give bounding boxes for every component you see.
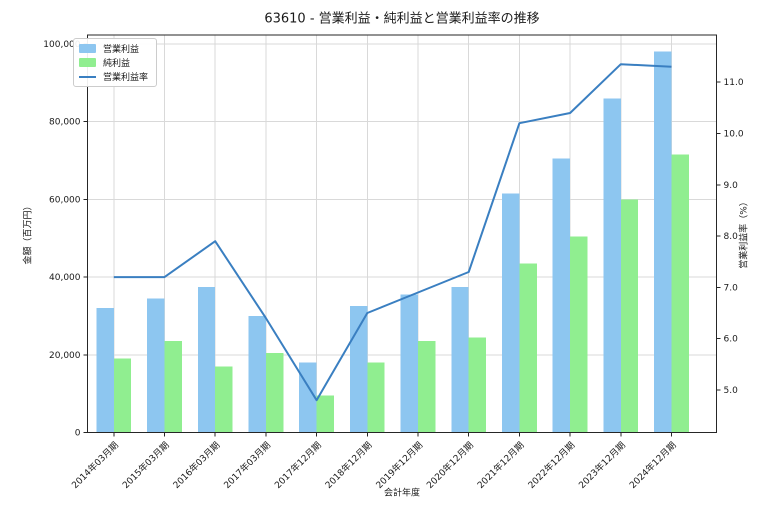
bar-net-profit [113,358,132,433]
bar-net-profit [215,366,233,433]
bar-operating-profit [349,306,368,433]
legend-label: 純利益 [103,59,131,69]
bar-net-profit [164,341,182,433]
y-left-tick-label: 100,000 [43,40,80,50]
x-tick-label: 2017年12月期 [272,439,324,491]
y-right-tick-label: 5.0 [724,386,739,396]
chart-title: 63610 - 営業利益・純利益と営業利益率の推移 [264,11,540,27]
bar-net-profit [570,236,588,433]
bar-operating-profit [248,315,266,433]
x-tick-label: 2016年03月期 [170,439,222,491]
operating-margin-line-swatch-icon [79,75,96,78]
legend-item-operating-margin: 営業利益率 [79,71,149,83]
y-left-tick-label: 60,000 [49,195,81,205]
bar-operating-profit [96,308,114,433]
y-left-tick-label: 0 [75,429,81,439]
y-right-tick-label: 8.0 [724,232,739,242]
x-tick-label: 2018年12月期 [323,439,375,491]
bar-operating-profit [400,294,418,433]
x-tick-label: 2014年03月期 [69,439,121,491]
y-right-tick-label: 6.0 [724,335,739,345]
y-right-tick-label: 9.0 [724,181,739,191]
legend-label: 営業利益 [103,45,140,55]
plot-border [87,34,717,433]
y-axis-label-left: 金額（百万円） [23,201,34,265]
net-profit-swatch-icon [79,58,96,67]
y-axis-label-right: 営業利益率（%） [739,197,750,269]
bar-operating-profit [197,286,216,433]
legend-item-net-profit: 純利益 [79,57,148,69]
bar-operating-profit [552,158,571,433]
bar-net-profit [265,352,284,433]
bar-net-profit [418,341,436,433]
x-tick-label: 2021年12月期 [475,439,527,491]
y-right-tick-label: 10.0 [724,129,744,139]
x-tick-label: 2015年03月期 [120,439,172,491]
x-axis-label: 会計年度 [383,488,421,499]
x-tick-label: 2017年03月期 [221,439,273,491]
y-right-tick-label: 7.0 [724,283,739,293]
bar-operating-profit [502,193,520,433]
y-left-tick-label: 40,000 [49,273,81,283]
bar-net-profit [367,362,385,433]
legend: 営業利益 純利益 営業利益率 [73,38,158,87]
bar-operating-profit [451,286,469,433]
y-right-tick-label: 11.0 [724,78,744,88]
bar-operating-profit [603,98,621,433]
legend-label: 営業利益率 [103,73,149,83]
x-tick-label: 2019年12月期 [373,439,425,491]
bar-net-profit [671,154,689,433]
y-left-tick-label: 80,000 [49,118,81,128]
operating-profit-swatch-icon [79,44,96,53]
operating-margin-line [113,63,672,402]
x-tick-label: 2023年12月期 [576,439,628,491]
x-tick-label: 2024年12月期 [627,439,679,491]
bar-net-profit [519,263,537,433]
x-tick-label: 2020年12月期 [424,439,476,491]
y-left-tick-label: 20,000 [49,351,81,361]
bar-net-profit [316,395,334,433]
x-tick-label: 2022年12月期 [525,439,577,491]
bar-net-profit [620,199,639,433]
legend-item-operating-profit: 営業利益 [79,43,148,55]
bar-operating-profit [147,298,165,433]
bar-operating-profit [654,51,672,433]
bar-net-profit [468,337,487,433]
